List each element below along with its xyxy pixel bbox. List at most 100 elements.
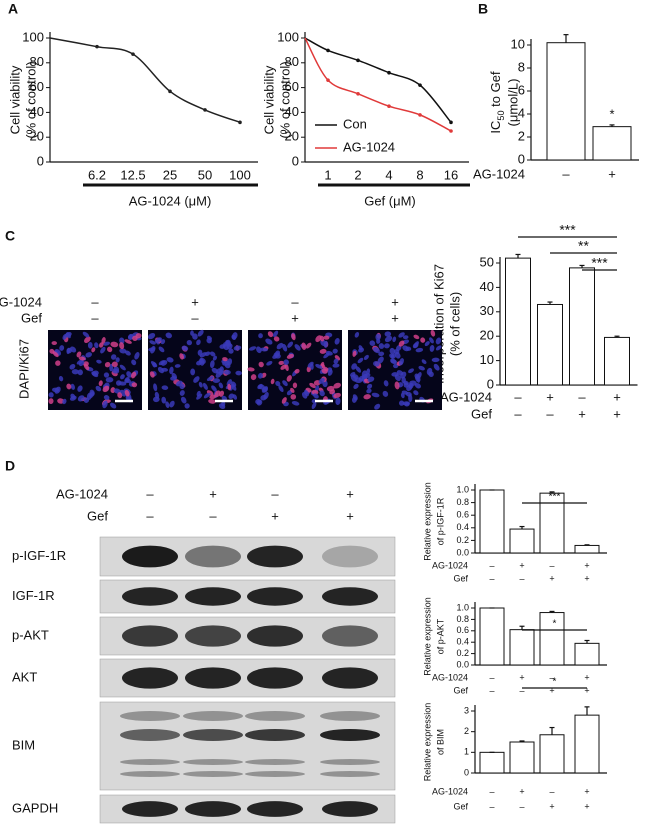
nucleus [206, 335, 212, 341]
y-tick-label: 10 [511, 36, 525, 51]
y-tick-label: 0.6 [456, 625, 469, 635]
nucleus [218, 403, 226, 410]
nucleus [202, 382, 208, 390]
y-tick-label: 60 [30, 79, 44, 94]
nucleus [158, 360, 166, 366]
nucleus [105, 377, 114, 383]
nucleus [212, 378, 221, 383]
y-tick-label: 0.0 [456, 547, 469, 557]
nucleus [319, 348, 327, 354]
significance: *** [559, 222, 576, 238]
point [418, 113, 422, 117]
y-axis-label: Relative expression [422, 703, 432, 782]
y-tick-label: 40 [480, 279, 494, 294]
nucleus [294, 344, 301, 351]
nucleus [110, 341, 119, 348]
point [326, 78, 330, 82]
treatment-sign: + [608, 166, 616, 181]
nucleus [309, 382, 316, 389]
nucleus [435, 345, 442, 351]
treatment-sign: – [519, 573, 524, 583]
nucleus [199, 358, 205, 366]
y-axis-label: Cell viability [7, 65, 22, 134]
nucleus [408, 368, 414, 374]
y-tick-label: 20 [30, 129, 44, 144]
nucleus [226, 379, 232, 386]
nucleus [399, 358, 404, 366]
nucleus [196, 393, 203, 400]
nucleus [428, 371, 434, 377]
y-tick-label: 0.0 [456, 659, 469, 669]
nucleus [227, 383, 232, 391]
x-tick-label: 16 [444, 167, 458, 182]
band [320, 711, 380, 721]
nucleus [111, 361, 118, 368]
treatment-sign: – [91, 294, 99, 309]
treatment-sign: – [489, 801, 494, 811]
nucleus [292, 382, 298, 389]
y-axis-label: Cell viability [261, 65, 276, 134]
band [245, 759, 305, 765]
band [120, 759, 180, 765]
nucleus [102, 400, 108, 409]
nucleus [110, 354, 117, 360]
nucleus [383, 343, 390, 349]
nucleus [84, 336, 91, 344]
bar [592, 126, 632, 161]
blot [99, 536, 396, 577]
treatment-sign: + [584, 672, 589, 682]
nucleus [48, 398, 54, 405]
significance: * [553, 619, 557, 630]
nucleus [115, 380, 122, 386]
nucleus [323, 366, 329, 372]
nucleus [193, 376, 200, 383]
treatment-sign: + [291, 310, 299, 325]
nucleus [335, 397, 341, 405]
nucleus [78, 360, 85, 367]
nucleus [99, 342, 104, 348]
y-tick-label: 0.2 [456, 535, 469, 545]
blot [99, 579, 396, 614]
nucleus [228, 393, 235, 400]
y-axis-label-part: to Gef [488, 71, 503, 110]
y-axis-label: (% of control) [277, 61, 292, 138]
band [122, 625, 178, 647]
y-tick-label: 0.2 [456, 648, 469, 658]
nucleus [413, 390, 419, 396]
nucleus [290, 394, 297, 400]
band [322, 587, 378, 606]
micrograph [147, 329, 242, 410]
nucleus [132, 335, 138, 342]
point [387, 104, 391, 108]
nucleus [83, 397, 90, 403]
y-tick-label: 100 [277, 29, 299, 44]
y-tick-label: 30 [480, 303, 494, 318]
nucleus [109, 363, 114, 372]
treatment-sign: + [613, 406, 621, 421]
nucleus [55, 360, 61, 366]
micrograph [247, 330, 342, 410]
nucleus [323, 340, 328, 348]
treatment-label: AG-1024 [0, 294, 42, 309]
nucleus [120, 374, 125, 380]
nucleus [82, 331, 90, 338]
nucleus [418, 365, 425, 371]
band [185, 587, 241, 606]
nucleus [283, 359, 289, 366]
treatment-sign: – [562, 166, 570, 181]
nucleus [94, 342, 99, 349]
nucleus [280, 364, 287, 370]
band [185, 625, 241, 647]
x-tick-label: 2 [354, 167, 361, 182]
nucleus [225, 340, 232, 347]
bar [509, 741, 535, 774]
nucleus [400, 392, 405, 399]
nucleus [206, 376, 214, 382]
nucleus [273, 336, 280, 342]
nucleus [398, 340, 405, 347]
nucleus [323, 335, 330, 340]
nucleus [393, 349, 400, 355]
treatment-label: AG-1024 [432, 786, 468, 796]
nucleus [415, 347, 424, 353]
